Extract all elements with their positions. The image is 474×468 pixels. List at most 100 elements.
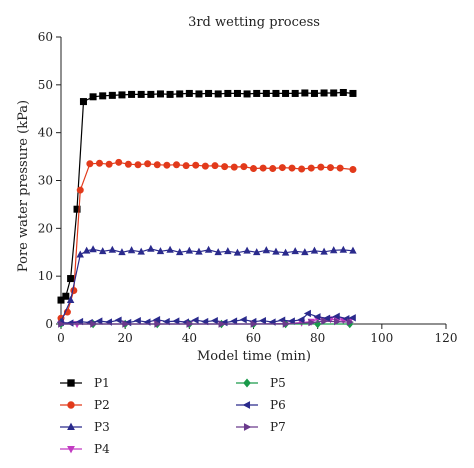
data-point-p7: [282, 320, 290, 328]
data-point-p2: [307, 164, 315, 172]
data-point-p2: [326, 164, 334, 172]
data-point-p7: [321, 317, 329, 325]
data-point-p2: [163, 161, 171, 169]
data-point-p6: [66, 319, 74, 327]
data-point-p6: [258, 316, 266, 325]
y-tick-label: 60: [38, 30, 53, 44]
legend-marker: [67, 445, 75, 454]
data-point-p3: [310, 246, 319, 254]
data-point-p3: [118, 248, 126, 256]
series-p2: [57, 158, 357, 322]
y-axis-label: Pore water pressure (kPa): [16, 100, 31, 272]
y-tick-label: 40: [38, 126, 53, 140]
legend-item-p2: P2: [60, 398, 110, 412]
x-tick-label: 0: [57, 331, 65, 345]
data-point-p2: [153, 161, 161, 169]
data-point-p2: [201, 162, 209, 170]
data-point-p3: [166, 245, 174, 253]
data-point-p1: [67, 275, 75, 283]
data-point-p1: [137, 90, 145, 98]
data-point-p6: [313, 313, 321, 321]
x-tick-label: 40: [182, 331, 197, 345]
legend-label: P4: [94, 442, 110, 456]
data-point-p1: [214, 90, 222, 98]
legend-item-p5: P5: [236, 376, 286, 390]
legend-item-p7: P7: [236, 420, 286, 434]
data-point-p2: [76, 186, 84, 194]
legend-marker: [242, 401, 251, 409]
data-point-p7: [58, 320, 66, 328]
x-tick-label: 60: [246, 331, 261, 345]
legend-label: P5: [270, 376, 286, 390]
data-point-p2: [182, 162, 190, 170]
legend-label: P2: [94, 398, 110, 412]
data-point-p2: [192, 161, 200, 169]
data-point-p1: [176, 90, 184, 98]
data-point-p6: [297, 315, 305, 324]
data-point-p7: [334, 317, 342, 326]
legend-label: P7: [270, 420, 286, 434]
data-point-p3: [99, 247, 107, 255]
series-p1: [57, 88, 357, 304]
data-point-p3: [108, 245, 117, 253]
data-point-p2: [86, 160, 94, 168]
data-point-p1: [108, 91, 116, 99]
legend-marker: [243, 423, 252, 431]
data-point-p3: [339, 245, 348, 253]
data-point-p1: [282, 89, 290, 97]
data-point-p1: [349, 89, 357, 97]
data-point-p1: [57, 296, 65, 304]
data-point-p3: [291, 247, 299, 255]
data-point-p1: [185, 89, 193, 97]
data-point-p6: [153, 315, 161, 324]
data-point-p3: [301, 248, 309, 256]
data-point-p2: [124, 160, 132, 168]
data-point-p3: [224, 247, 232, 255]
data-point-p3: [320, 247, 328, 255]
plot-area: [60, 37, 446, 325]
data-point-p2: [96, 159, 104, 167]
data-point-p2: [349, 165, 357, 173]
series-p3: [57, 244, 357, 325]
data-point-p3: [82, 246, 91, 254]
data-point-p7: [218, 320, 226, 328]
data-point-p2: [269, 165, 277, 173]
data-point-p3: [281, 248, 290, 256]
data-point-p1: [147, 90, 155, 98]
data-point-p1: [128, 90, 136, 98]
data-point-p7: [90, 320, 98, 328]
data-point-p1: [330, 89, 338, 97]
data-point-p3: [195, 247, 203, 255]
data-point-p2: [288, 164, 296, 172]
data-point-p3: [330, 246, 338, 254]
data-point-p1: [195, 90, 203, 98]
data-point-p1: [272, 89, 280, 97]
data-point-p2: [173, 161, 181, 169]
series-layer: [56, 88, 357, 329]
data-point-p1: [79, 98, 87, 106]
series-line-p1: [60, 91, 354, 301]
data-point-p6: [114, 316, 122, 324]
data-point-p2: [336, 164, 344, 172]
y-tick-label: 50: [38, 78, 53, 92]
legend-label: P3: [94, 420, 110, 434]
data-point-p3: [349, 246, 357, 254]
data-point-p2: [298, 165, 306, 173]
legend-label: P6: [270, 398, 286, 412]
data-point-p1: [310, 89, 318, 97]
data-point-p7: [154, 320, 162, 328]
data-point-p2: [115, 158, 123, 166]
data-point-p3: [176, 248, 184, 256]
y-axis: 0 10 20 30 40 50 60: [38, 30, 61, 331]
data-point-p1: [99, 92, 107, 100]
data-point-p1: [166, 90, 174, 98]
data-point-p1: [62, 292, 70, 300]
data-point-p3: [76, 250, 84, 258]
data-point-p6: [76, 317, 84, 326]
data-point-p6: [172, 317, 180, 325]
data-point-p2: [144, 160, 152, 168]
data-point-p2: [105, 160, 113, 168]
series-line-p2: [60, 161, 354, 319]
data-point-p1: [224, 89, 232, 97]
